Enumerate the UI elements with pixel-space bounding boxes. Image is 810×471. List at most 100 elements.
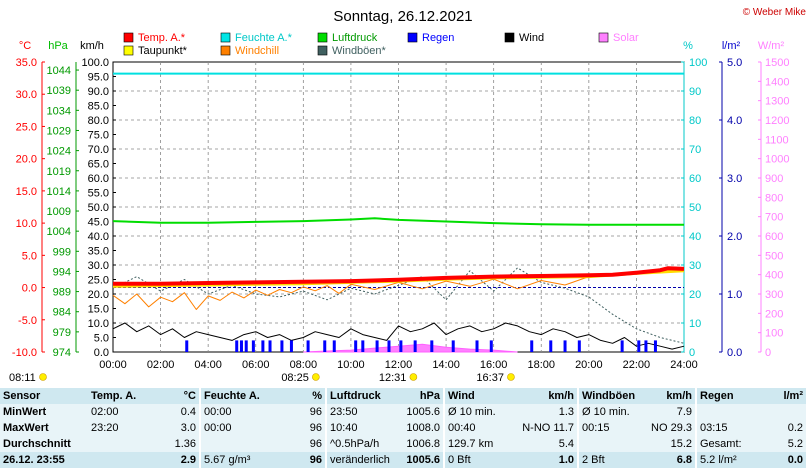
rain-bar (475, 340, 479, 352)
axis-tick-label: 600 (765, 231, 783, 243)
rain-bar (361, 340, 365, 352)
axis-tick-label: 15.0 (88, 304, 109, 316)
rain-bar (644, 340, 648, 352)
axis-tick-label: 1000 (765, 154, 789, 166)
sun-icon (409, 373, 418, 381)
axis-tick-label: 0.0 (22, 283, 37, 295)
stats-header-temp: Temp. A. (88, 388, 148, 404)
stats-cell: 15.2 (648, 436, 696, 452)
stats-cell: 0.0 (762, 452, 806, 468)
axis-tick-label: 200 (765, 308, 783, 320)
axis-tick-label: 2.0 (727, 231, 742, 243)
legend-label: Regen (422, 32, 454, 44)
stats-cell: 3.0 (148, 420, 200, 436)
stats-cell: 5.2 (762, 436, 806, 452)
axis-tick-label: 80 (689, 115, 701, 127)
stats-row-max: MaxWert 23:20 3.0 00:00 96 10:40 1008.0 … (0, 420, 806, 436)
axis-tick-label: 10.0 (16, 218, 37, 230)
rain-bar (268, 340, 272, 352)
rain-bar (354, 340, 358, 352)
stats-cell: 0 Bft (443, 452, 518, 468)
rain-bar (530, 340, 534, 352)
stats-cell: 03:15 (695, 420, 762, 436)
axis-tick-label: 500 (765, 250, 783, 262)
axis-tick-label: 30.0 (88, 260, 109, 272)
axis-tick-label: 300 (765, 289, 783, 301)
legend-swatch (220, 32, 231, 43)
stats-header-gust: Windböen (577, 388, 648, 404)
rain-bar (323, 340, 327, 352)
axis-tick-label: 100 (689, 57, 707, 69)
x-tick-label: 24:00 (670, 359, 698, 371)
stats-cell: Gesamt: (695, 436, 762, 452)
rain-bar (251, 340, 255, 352)
sun-event-label: 16:37 (476, 372, 504, 384)
axis-tick-label: 70 (689, 144, 701, 156)
axis-tick-label: 50 (689, 202, 701, 214)
stats-cell: Ø 10 min. (577, 404, 648, 420)
axis-unit: % (683, 40, 693, 52)
axis-tick-label: 20.0 (16, 154, 37, 166)
chart-legend: Temp. A.* Feuchte A.* Luftdruck Regen Wind So… (123, 32, 639, 57)
axis-tick-label: 979 (53, 327, 71, 339)
stats-cell: 96 (270, 436, 326, 452)
chart-axes: 35.0 30.0 25.0 20.0 15.0 10.0 5.0 0.0 -5.0 -10.0 1… (12, 57, 790, 359)
x-tick-label: 14:00 (432, 359, 460, 371)
stats-cell: N-NO 11.7 (518, 420, 578, 436)
rain-bar (563, 340, 567, 352)
axis-tick-label: 60 (689, 173, 701, 185)
legend-swatch (220, 45, 231, 56)
stats-cell (88, 436, 148, 452)
axis-tick-label: 90 (689, 86, 701, 98)
stats-cell: ^0.5hPa/h (325, 436, 396, 452)
axis-tick-label: 80.0 (88, 115, 109, 127)
legend-label: Luftdruck (332, 32, 378, 44)
legend-swatch (317, 32, 328, 43)
legend-swatch (123, 45, 134, 56)
axis-tick-label: 1024 (47, 146, 71, 158)
chart-grid: 00:00 02:00 04:00 06:00 08:00 10:00 12:00 14:00… (99, 61, 698, 371)
stats-cell: 1.36 (148, 436, 200, 452)
stats-cell (762, 404, 806, 420)
stats-header-press-unit: hPa (396, 388, 444, 404)
axis-tick-label: 989 (53, 287, 71, 299)
stats-row-label: MinWert (0, 404, 88, 420)
stats-header-temp-unit: °C (148, 388, 200, 404)
rain-bar (239, 340, 243, 352)
axis-tick-label: 60.0 (88, 173, 109, 185)
stats-header-wind-unit: km/h (518, 388, 578, 404)
rain-bar (549, 340, 553, 352)
axis-tick-label: 700 (765, 212, 783, 224)
axis-tick-label: 20 (689, 289, 701, 301)
stats-cell: 96 (270, 452, 326, 468)
axis-tick-label: 40 (689, 231, 701, 243)
stats-cell: 7.9 (648, 404, 696, 420)
stats-cell: 00:00 (199, 420, 270, 436)
sun-icon (39, 373, 47, 381)
axis-tick-label: 994 (53, 266, 71, 278)
stats-cell: 00:40 (443, 420, 518, 436)
rain-bar (451, 340, 455, 352)
chart-series (112, 72, 685, 353)
sun-event-label: 12:31 (379, 372, 407, 384)
axis-tick-label: 35.0 (16, 57, 37, 69)
stats-header-rain-unit: l/m² (762, 388, 806, 404)
weather-chart: Sonntag, 26.12.2021 © Weber Mike Temp. A… (9, 7, 806, 384)
rain-bar (306, 340, 310, 352)
axis-tick-label: 70.0 (88, 144, 109, 156)
stats-cell (695, 404, 762, 420)
axis-tick-label: 1034 (47, 105, 71, 117)
x-tick-label: 00:00 (99, 359, 127, 371)
rain-bar (235, 340, 239, 352)
x-tick-label: 20:00 (575, 359, 603, 371)
stats-cell (199, 436, 270, 452)
legend-label: Feuchte A.* (235, 32, 293, 44)
series-windben-line (112, 267, 685, 344)
stats-row-label: 26.12. 23:55 (0, 452, 88, 468)
axis-unit: km/h (80, 40, 104, 52)
x-tick-label: 02:00 (147, 359, 175, 371)
axis-tick-label: 5.0 (94, 333, 109, 345)
axis-tick-label: 40.0 (88, 231, 109, 243)
series-tempa-line (113, 266, 685, 286)
axis-tick-label: 85.0 (88, 101, 109, 113)
